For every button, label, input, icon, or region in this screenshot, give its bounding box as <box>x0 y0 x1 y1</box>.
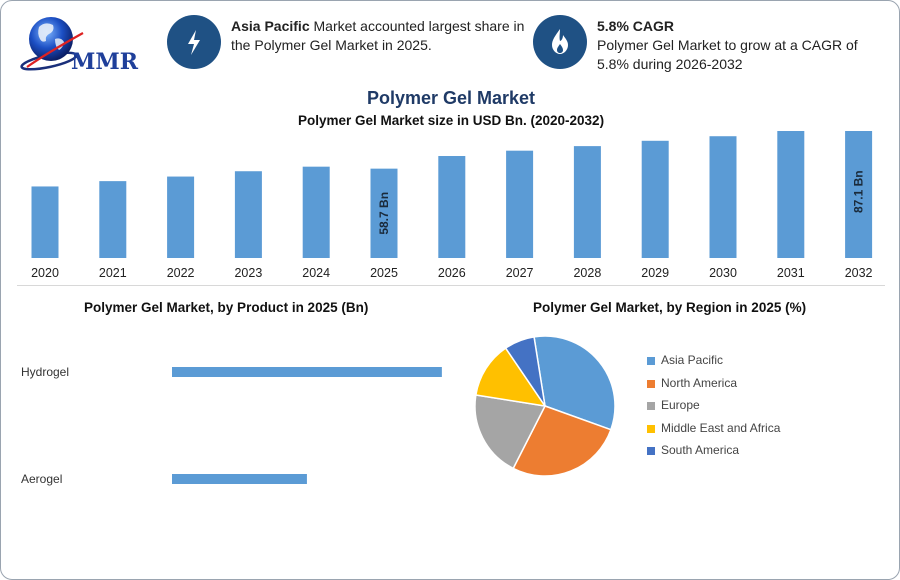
bar-2029 <box>641 140 669 258</box>
legend-label: Asia Pacific <box>661 353 724 367</box>
pie-slice-south-america <box>504 336 546 407</box>
legend-label: South America <box>661 443 740 457</box>
legend-swatch <box>647 424 655 433</box>
bar-2020 <box>31 186 59 258</box>
legend-swatch <box>647 379 655 388</box>
legend-item: Asia Pacific <box>647 353 780 376</box>
pie-slice-middle-east-and-africa <box>475 347 547 408</box>
info-text-1: Asia Pacific Market accounted largest sh… <box>231 17 531 55</box>
info-body-1: Market accounted largest share in the Po… <box>231 18 525 53</box>
legend-swatch <box>647 447 655 455</box>
x-tick-label: 2020 <box>31 266 59 280</box>
legend-label: North America <box>661 375 738 390</box>
info-icon-circle-1 <box>167 15 221 69</box>
bar-2023 <box>234 171 262 258</box>
mmr-logo: MMR <box>19 9 139 79</box>
logo-text: MMR <box>71 49 138 75</box>
legend-label: Europe <box>661 398 700 412</box>
x-tick-label: 2029 <box>641 266 669 280</box>
bar-2022 <box>167 176 195 258</box>
category-label-hydrogel: Hydrogel <box>21 365 69 379</box>
bar-2026 <box>438 156 466 258</box>
legend-item: Europe <box>647 398 780 421</box>
x-tick-label: 2030 <box>709 266 737 280</box>
pie-slice-asia-pacific <box>533 335 616 431</box>
lightning-icon <box>188 30 200 55</box>
legend-swatch <box>647 402 655 410</box>
x-tick-label: 2022 <box>167 266 195 280</box>
info-bold-2: 5.8% CAGR <box>597 18 675 34</box>
bar-chart-title: Polymer Gel Market size in USD Bn. (2020… <box>297 113 605 128</box>
info-text-2: 5.8% CAGR Polymer Gel Market to grow at … <box>597 17 893 74</box>
region-chart-title: Polymer Gel Market, by Region in 2025 (%… <box>533 300 807 315</box>
globe-icon <box>20 17 84 71</box>
x-tick-label: 2024 <box>302 266 330 280</box>
bar-2028 <box>573 146 601 258</box>
x-tick-label: 2021 <box>99 266 127 280</box>
data-label-2025: 58.7 Bn <box>377 192 391 235</box>
bar-2027 <box>506 150 534 258</box>
category-label-aerogel: Aerogel <box>21 472 62 486</box>
x-tick-label: 2032 <box>845 266 873 280</box>
legend-item: Middle East and Africa <box>647 421 780 444</box>
legend-item: North America <box>647 376 780 399</box>
info-icon-circle-2 <box>533 15 587 69</box>
pie-slice-europe <box>474 394 547 470</box>
region-legend: Asia Pacific North America Europe Middle Ea… <box>647 353 780 466</box>
x-tick-label: 2028 <box>573 266 601 280</box>
bar-2030 <box>709 136 737 258</box>
legend-swatch <box>647 357 655 365</box>
bar-2021 <box>99 181 127 258</box>
product-chart-title: Polymer Gel Market, by Product in 2025 (… <box>84 300 369 315</box>
x-tick-label: 2031 <box>777 266 805 280</box>
pie-slice-north-america <box>512 405 612 477</box>
product-bar-chart: Hydrogel Aerogel <box>21 365 442 486</box>
x-tick-label: 2023 <box>234 266 262 280</box>
legend-label: Middle East and Africa <box>661 420 781 435</box>
bar-2025 <box>370 168 398 258</box>
x-tick-label: 2025 <box>370 266 398 280</box>
x-tick-label: 2026 <box>438 266 466 280</box>
flame-icon <box>552 29 568 54</box>
data-label-2032: 87.1 Bn <box>852 170 866 213</box>
section-divider <box>17 285 885 286</box>
region-pie-chart <box>474 335 616 477</box>
market-size-bar-chart: 2020 2021 2022 2023 2024 2025 58.7 Bn 2026 2027 2… <box>31 131 873 280</box>
info-body-2: Polymer Gel Market to grow at a CAGR of … <box>597 37 858 72</box>
x-tick-label: 2027 <box>506 266 534 280</box>
bar-2024 <box>302 166 330 258</box>
bar-2032 <box>845 131 873 258</box>
hbar-hydrogel <box>172 367 442 377</box>
page-title: Polymer Gel Market <box>366 88 536 108</box>
bar-2031 <box>777 131 805 258</box>
hbar-aerogel <box>172 474 307 484</box>
legend-item: South America <box>647 443 780 466</box>
info-bold-1: Asia Pacific <box>231 18 310 34</box>
